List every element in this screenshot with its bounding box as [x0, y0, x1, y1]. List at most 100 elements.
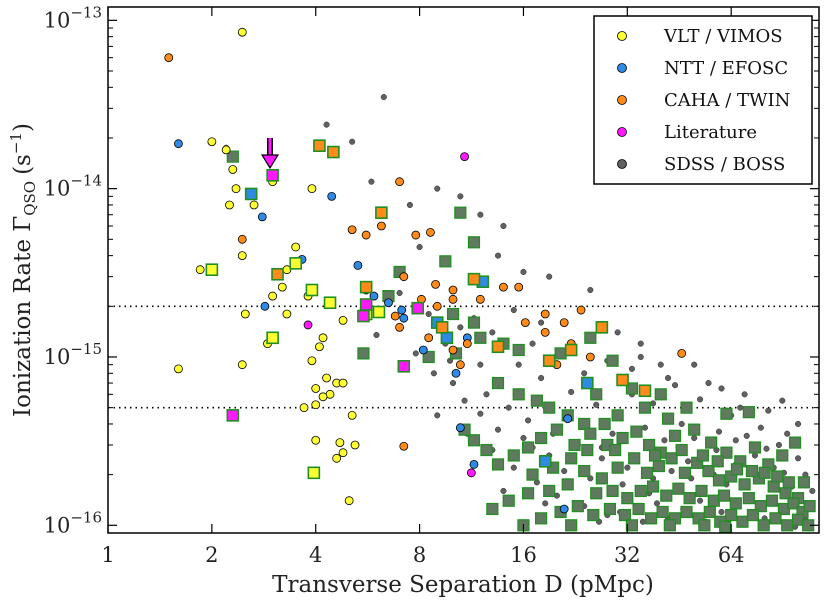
- sdss-point: [775, 441, 782, 449]
- vlt-point: [332, 453, 342, 463]
- sdss-point: [661, 437, 668, 444]
- caha-square: [564, 343, 578, 357]
- sdss-point: [483, 391, 490, 398]
- sdss-square: [720, 446, 733, 459]
- caha-point: [399, 441, 409, 451]
- ntt-point: [327, 191, 337, 201]
- sdss-square: [467, 316, 481, 329]
- reference-lines: [108, 305, 819, 409]
- legend-marker-sdss: [617, 159, 627, 169]
- sdss-square: [803, 500, 816, 513]
- sdss-point: [412, 350, 419, 357]
- sdss-point: [598, 455, 605, 462]
- ntt-point: [353, 260, 363, 270]
- caha-square: [327, 145, 340, 159]
- sdss-point: [425, 310, 432, 318]
- ntt-point: [418, 345, 428, 355]
- vlt-point: [347, 410, 357, 420]
- sdss-square: [712, 474, 726, 487]
- sdss-point: [763, 445, 770, 452]
- sdss-square: [745, 464, 759, 478]
- sdss-square: [491, 376, 505, 390]
- sdss-point: [461, 397, 468, 404]
- caha-square: [375, 206, 388, 219]
- sdss-point: [705, 379, 712, 387]
- sdss-square: [702, 464, 715, 478]
- sdss-point: [732, 437, 739, 444]
- sdss-point: [529, 340, 536, 347]
- caha-point: [462, 339, 472, 349]
- sdss-square: [454, 206, 467, 219]
- legend-label-lit: Literature: [664, 122, 757, 143]
- y-axis-label-unit-close: ): [10, 123, 36, 132]
- legend-marker-caha: [617, 95, 627, 105]
- sdss-square: [565, 452, 578, 465]
- caha-point: [677, 349, 687, 358]
- sdss-square: [530, 394, 543, 407]
- sdss-square: [717, 489, 731, 502]
- sdss-square: [725, 508, 738, 522]
- vlt-point: [237, 251, 247, 261]
- sdss-square: [672, 482, 685, 495]
- sdss-square: [660, 489, 673, 502]
- sdss-point: [520, 434, 527, 442]
- vlt-point: [350, 440, 360, 450]
- sdss-square: [663, 519, 676, 532]
- vlt-point: [318, 392, 328, 402]
- ntt-point: [469, 460, 479, 469]
- sdss-square: [467, 434, 481, 447]
- vlt-point: [335, 438, 345, 447]
- caha-point: [347, 225, 357, 235]
- sdss-square: [578, 464, 591, 478]
- sdss-square: [695, 484, 708, 498]
- sdss-square: [616, 431, 629, 445]
- sdss-square: [526, 468, 539, 481]
- sdss-square: [767, 480, 780, 493]
- sdss-square: [611, 409, 624, 422]
- sdss-square: [561, 478, 574, 491]
- sdss-square: [675, 443, 688, 457]
- ntt-point: [455, 423, 465, 433]
- sdss-square: [568, 438, 581, 452]
- vlt-square: [323, 296, 337, 310]
- sdss-point: [500, 487, 507, 494]
- sdss-point: [671, 382, 679, 389]
- x-tick-label: 2: [205, 543, 218, 567]
- sdss-point: [457, 324, 464, 331]
- sdss-point: [494, 426, 502, 433]
- sdss-point: [624, 464, 631, 471]
- sdss-square: [648, 449, 662, 462]
- caha-point: [424, 333, 434, 343]
- vlt-point: [231, 184, 241, 194]
- sdss-point: [619, 481, 626, 488]
- sdss-square: [581, 443, 594, 457]
- sdss-point: [697, 396, 704, 403]
- sdss-square: [554, 347, 567, 360]
- x-tick-label: 1: [101, 543, 114, 567]
- caha-point: [237, 234, 247, 244]
- legend-label-vlt: VLT / VIMOS: [663, 26, 783, 47]
- sdss-square: [748, 441, 762, 454]
- caha-point: [448, 285, 458, 295]
- lit-square: [357, 309, 370, 323]
- sdss-point: [546, 273, 553, 280]
- caha-point: [499, 282, 508, 292]
- sdss-square: [654, 388, 667, 401]
- sdss-point: [380, 94, 387, 101]
- y-tick-label: 10−16: [44, 508, 102, 537]
- caha-point: [576, 305, 586, 315]
- sdss-point: [477, 361, 484, 368]
- sdss-square: [625, 519, 639, 532]
- caha-point: [411, 230, 421, 240]
- caha-square: [616, 373, 629, 387]
- sdss-square: [535, 431, 548, 445]
- sdss-square: [550, 423, 563, 436]
- caha-point: [448, 294, 458, 304]
- sdss-point: [795, 420, 802, 428]
- y-axis-label-unit-exp: −1: [7, 132, 25, 154]
- sdss-point: [718, 508, 725, 516]
- sdss-point: [406, 201, 413, 209]
- vlt-point: [344, 496, 354, 506]
- sdss-square: [611, 461, 624, 474]
- x-tick-label: 4: [309, 543, 322, 567]
